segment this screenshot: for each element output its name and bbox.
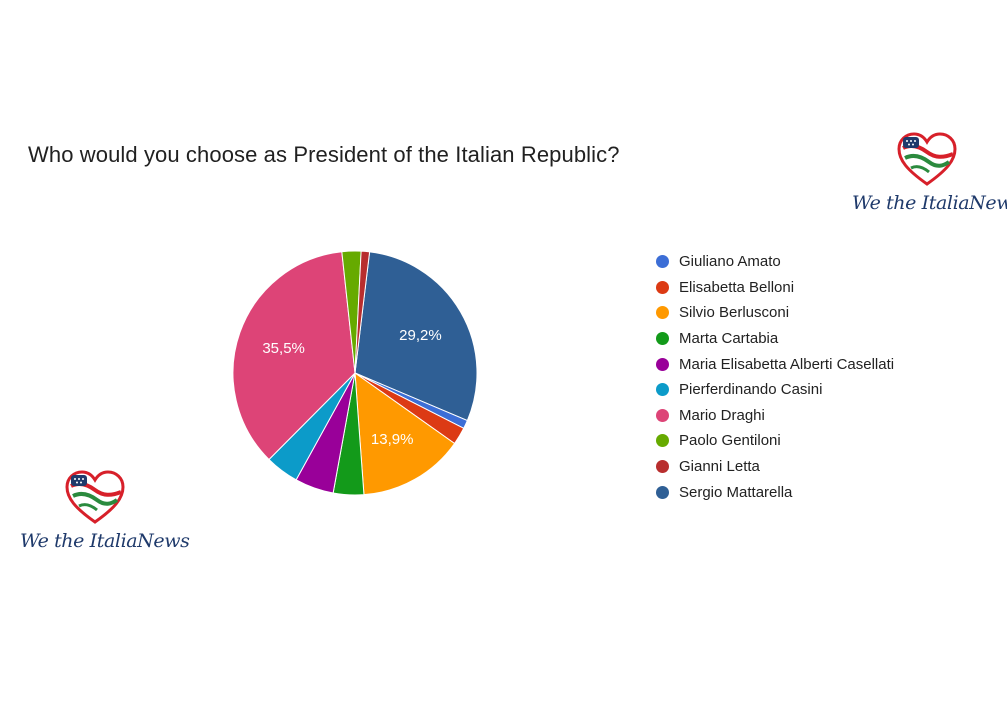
pie-slice-silvio-berlusconi: [354, 371, 456, 496]
brand-logo-bottom: We the ItaliaNews: [20, 470, 190, 552]
legend-label: Marta Cartabia: [679, 330, 779, 348]
pie-slice-sergio-mattarella: [354, 251, 478, 422]
legend-item-pierferdinando-casini[interactable]: Pierferdinando Casini: [656, 377, 894, 403]
pie-data-label-silvio-berlusconi: 13,9%: [371, 431, 414, 448]
legend-swatch: [656, 255, 669, 269]
brand-logo-text: We the ItaliaNews: [20, 530, 190, 552]
pie-data-label-mario-draghi: 35,5%: [262, 340, 305, 357]
legend-swatch: [656, 357, 669, 371]
legend-item-maria-elisabetta-alberti-casellati[interactable]: Maria Elisabetta Alberti Casellati: [656, 351, 894, 377]
pie-chart: 29,2% 13,9% 35,5%: [230, 248, 480, 498]
legend-label: Paolo Gentiloni: [679, 432, 781, 450]
legend-item-silvio-berlusconi[interactable]: Silvio Berlusconi: [656, 300, 894, 326]
legend-label: Pierferdinando Casini: [679, 381, 823, 399]
pie-slice-mario-draghi: [232, 251, 356, 461]
legend-swatch: [656, 332, 669, 346]
legend-item-elisabetta-belloni[interactable]: Elisabetta Belloni: [656, 275, 894, 301]
legend-swatch: [656, 280, 669, 294]
legend-item-giuliano-amato[interactable]: Giuliano Amato: [656, 249, 894, 275]
legend-label: Silvio Berlusconi: [679, 304, 790, 322]
legend-swatch: [656, 434, 669, 448]
legend-label: Mario Draghi: [679, 406, 765, 424]
legend-item-gianni-letta[interactable]: Gianni Letta: [656, 454, 894, 480]
chart-title: Who would you choose as President of the…: [28, 142, 620, 167]
legend-label: Giuliano Amato: [679, 253, 781, 271]
legend-swatch: [656, 460, 669, 474]
pie-slice-gianni-letta: [354, 250, 371, 374]
legend-swatch: [656, 383, 669, 397]
chart-legend: Giuliano Amato Elisabetta Belloni Silvio B…: [656, 249, 894, 505]
legend-label: Gianni Letta: [679, 458, 760, 476]
legend-label: Sergio Mattarella: [679, 483, 793, 501]
pie-chart-svg: 29,2% 13,9% 35,5%: [232, 250, 478, 496]
heart-flag-icon: [65, 470, 125, 524]
legend-swatch: [656, 485, 669, 499]
legend-label: Elisabetta Belloni: [679, 278, 795, 296]
legend-item-mario-draghi[interactable]: Mario Draghi: [656, 403, 894, 429]
heart-flag-icon: [897, 132, 957, 186]
legend-swatch: [656, 408, 669, 422]
brand-logo-top: We the ItaliaNews: [852, 132, 1007, 214]
legend-item-sergio-mattarella[interactable]: Sergio Mattarella: [656, 479, 894, 505]
legend-label: Maria Elisabetta Alberti Casellati: [679, 355, 895, 373]
legend-item-paolo-gentiloni[interactable]: Paolo Gentiloni: [656, 428, 894, 454]
legend-swatch: [656, 306, 669, 320]
legend-item-marta-cartabia[interactable]: Marta Cartabia: [656, 326, 894, 352]
brand-logo-text: We the ItaliaNews: [852, 192, 1007, 214]
pie-data-label-sergio-mattarella: 29,2%: [399, 327, 442, 344]
